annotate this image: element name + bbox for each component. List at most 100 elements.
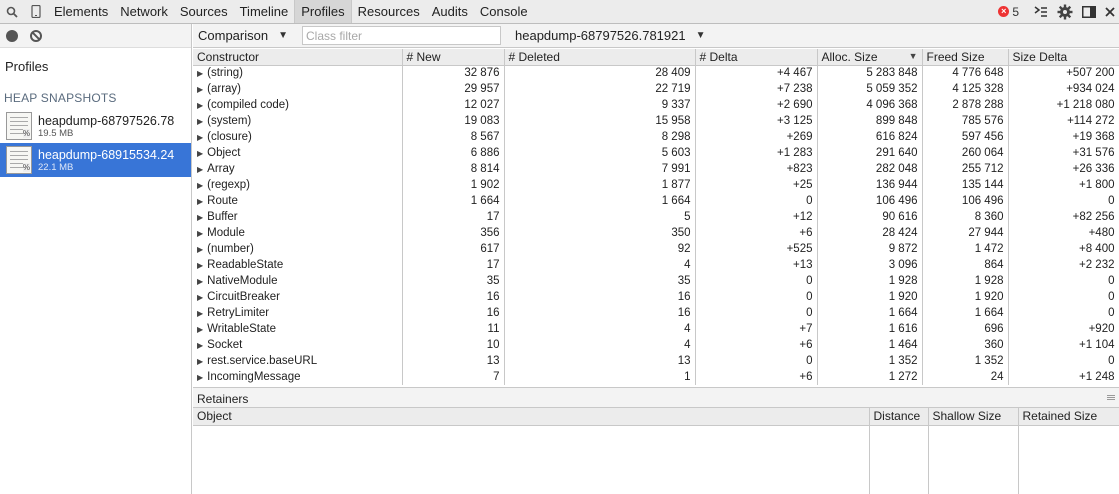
expand-triangle-icon[interactable]: ▶ (197, 165, 204, 174)
snapshot-item[interactable]: % heapdump-68797526.78 19.5 MB (0, 109, 191, 143)
cell-constructor: ▶ (string) (193, 65, 403, 81)
expand-triangle-icon[interactable]: ▶ (197, 85, 204, 94)
cell-deleted: 15 958 (504, 113, 696, 129)
expand-triangle-icon[interactable]: ▶ (197, 373, 204, 382)
record-button[interactable] (6, 29, 18, 42)
tab-sources[interactable]: Sources (179, 4, 228, 19)
expand-triangle-icon[interactable]: ▶ (197, 357, 204, 366)
expand-triangle-icon[interactable]: ▶ (197, 133, 204, 142)
table-row[interactable]: ▶ (number) 617 92 +525 9 872 1 472 +8 400 (193, 241, 1119, 257)
table-row[interactable]: ▶ (array) 29 957 22 719 +7 238 5 059 352 4 125… (193, 81, 1119, 97)
cell-delta: +823 (695, 161, 818, 177)
cell-freed-size: 24 (922, 369, 1009, 385)
table-row[interactable]: ▶ NativeModule 35 35 0 1 928 1 928 0 (193, 273, 1119, 289)
search-icon[interactable] (0, 0, 24, 23)
cell-deleted: 16 (504, 305, 696, 321)
table-row[interactable]: ▶ (system) 19 083 15 958 +3 125 899 848 785 57… (193, 113, 1119, 129)
tab-console[interactable]: Console (479, 4, 528, 19)
console-drawer-icon[interactable] (1029, 0, 1053, 23)
table-row[interactable]: ▶ WritableState 11 4 +7 1 616 696 +920 (193, 321, 1119, 337)
retainers-table-container: Object Distance Shallow Size Retained Si… (193, 408, 1119, 494)
clear-profiles-button[interactable] (30, 29, 42, 42)
column-header-distance[interactable]: Distance (869, 408, 929, 426)
cell-alloc-size: 90 616 (817, 209, 923, 225)
close-icon[interactable] (1101, 0, 1119, 23)
table-row[interactable]: ▶ CircuitBreaker 16 16 0 1 920 1 920 0 (193, 289, 1119, 305)
tab-timeline[interactable]: Timeline (239, 4, 289, 19)
expand-triangle-icon[interactable]: ▶ (197, 197, 204, 206)
expand-triangle-icon[interactable]: ▶ (197, 101, 204, 110)
cell-delta: +4 467 (695, 65, 818, 81)
tab-resources[interactable]: Resources (357, 4, 420, 19)
tab-network[interactable]: Network (120, 4, 168, 19)
cell-alloc-size: 9 872 (817, 241, 923, 257)
expand-triangle-icon[interactable]: ▶ (197, 69, 204, 79)
dock-side-icon[interactable] (1077, 0, 1101, 23)
cell-constructor: ▶ (system) (193, 113, 403, 129)
base-snapshot-select[interactable]: heapdump-68797526.781921 ▼ (510, 28, 706, 43)
table-row[interactable]: ▶ Buffer 17 5 +12 90 616 8 360 +82 256 (193, 209, 1119, 225)
table-row[interactable]: ▶ ReadableState 17 4 +13 3 096 864 +2 232 (193, 257, 1119, 273)
tab-audits[interactable]: Audits (431, 4, 468, 19)
table-row[interactable]: ▶ Array 8 814 7 991 +823 282 048 255 712 +26 33… (193, 161, 1119, 177)
table-row[interactable]: ▶ (compiled code) 12 027 9 337 +2 690 4 096 3… (193, 97, 1119, 113)
column-header-delta[interactable]: # Delta (695, 49, 818, 66)
tab-elements[interactable]: Elements (54, 4, 109, 19)
cell-delta: +12 (695, 209, 818, 225)
expand-triangle-icon[interactable]: ▶ (197, 149, 204, 158)
constructor-name: Socket (207, 339, 243, 351)
table-row[interactable]: ▶ (string) 32 876 28 409 +4 467 5 283 848 4 77… (193, 65, 1119, 81)
constructor-name: Route (207, 195, 238, 207)
gear-icon[interactable] (1053, 0, 1077, 23)
table-row[interactable]: ▶ RetryLimiter 16 16 0 1 664 1 664 0 (193, 305, 1119, 321)
expand-triangle-icon[interactable]: ▶ (197, 117, 204, 126)
table-row[interactable]: ▶ Module 356 350 +6 28 424 27 944 +480 (193, 225, 1119, 241)
table-row[interactable]: ▶ IncomingMessage 7 1 +6 1 272 24 +1 248 (193, 369, 1119, 385)
tab-profiles[interactable]: Profiles (294, 0, 352, 23)
view-mode-select[interactable]: Comparison ▼ (193, 28, 288, 43)
cell-delta: 0 (695, 289, 818, 305)
retainers-table: Object Distance Shallow Size Retained Si… (193, 408, 1119, 494)
column-header-alloc-size[interactable]: Alloc. Size ▼ (817, 49, 923, 66)
table-row[interactable]: ▶ rest.service.baseURL 13 13 0 1 352 1 352 0 (193, 353, 1119, 369)
class-filter-input[interactable] (302, 26, 501, 45)
column-header-object[interactable]: Object (193, 408, 870, 426)
resize-grip-icon[interactable] (1107, 395, 1115, 396)
heap-snapshots-section-header: HEAP SNAPSHOTS (4, 91, 117, 105)
table-row[interactable]: ▶ Object 6 886 5 603 +1 283 291 640 260 064 +31… (193, 145, 1119, 161)
expand-triangle-icon[interactable]: ▶ (197, 277, 204, 286)
expand-triangle-icon[interactable]: ▶ (197, 229, 204, 238)
table-row[interactable]: ▶ (closure) 8 567 8 298 +269 616 824 597 456 +1… (193, 129, 1119, 145)
cell-deleted: 4 (504, 337, 696, 353)
expand-triangle-icon[interactable]: ▶ (197, 245, 204, 254)
expand-triangle-icon[interactable]: ▶ (197, 293, 204, 302)
snapshot-item-selected[interactable]: % heapdump-68915534.24 22.1 MB (0, 143, 191, 177)
expand-triangle-icon[interactable]: ▶ (197, 341, 204, 350)
cell-alloc-size: 28 424 (817, 225, 923, 241)
cell-constructor: ▶ Route (193, 193, 403, 209)
cell-new: 10 (402, 337, 505, 353)
table-row[interactable]: ▶ Route 1 664 1 664 0 106 496 106 496 0 (193, 193, 1119, 209)
table-row[interactable]: ▶ (regexp) 1 902 1 877 +25 136 944 135 144 +1 8… (193, 177, 1119, 193)
cell-size-delta: 0 (1008, 193, 1119, 209)
cell-size-delta: +8 400 (1008, 241, 1119, 257)
column-header-size-delta[interactable]: Size Delta (1008, 49, 1119, 66)
column-header-deleted[interactable]: # Deleted (504, 49, 696, 66)
expand-triangle-icon[interactable]: ▶ (197, 213, 204, 222)
cell-delta: +2 690 (695, 97, 818, 113)
cell-deleted: 28 409 (504, 65, 696, 81)
column-header-freed-size[interactable]: Freed Size (922, 49, 1009, 66)
expand-triangle-icon[interactable]: ▶ (197, 325, 204, 334)
expand-triangle-icon[interactable]: ▶ (197, 261, 204, 270)
table-row[interactable]: ▶ Socket 10 4 +6 1 464 360 +1 104 (193, 337, 1119, 353)
device-mode-icon[interactable] (24, 0, 48, 23)
column-header-new[interactable]: # New (402, 49, 505, 66)
column-header-shallow-size[interactable]: Shallow Size (928, 408, 1019, 426)
error-counter[interactable]: × 5 (998, 5, 1019, 19)
cell-size-delta: 0 (1008, 305, 1119, 321)
column-header-retained-size[interactable]: Retained Size (1018, 408, 1119, 426)
expand-triangle-icon[interactable]: ▶ (197, 181, 204, 190)
expand-triangle-icon[interactable]: ▶ (197, 309, 204, 318)
chevron-down-icon: ▼ (278, 30, 288, 41)
column-header-constructor[interactable]: Constructor (193, 49, 403, 66)
